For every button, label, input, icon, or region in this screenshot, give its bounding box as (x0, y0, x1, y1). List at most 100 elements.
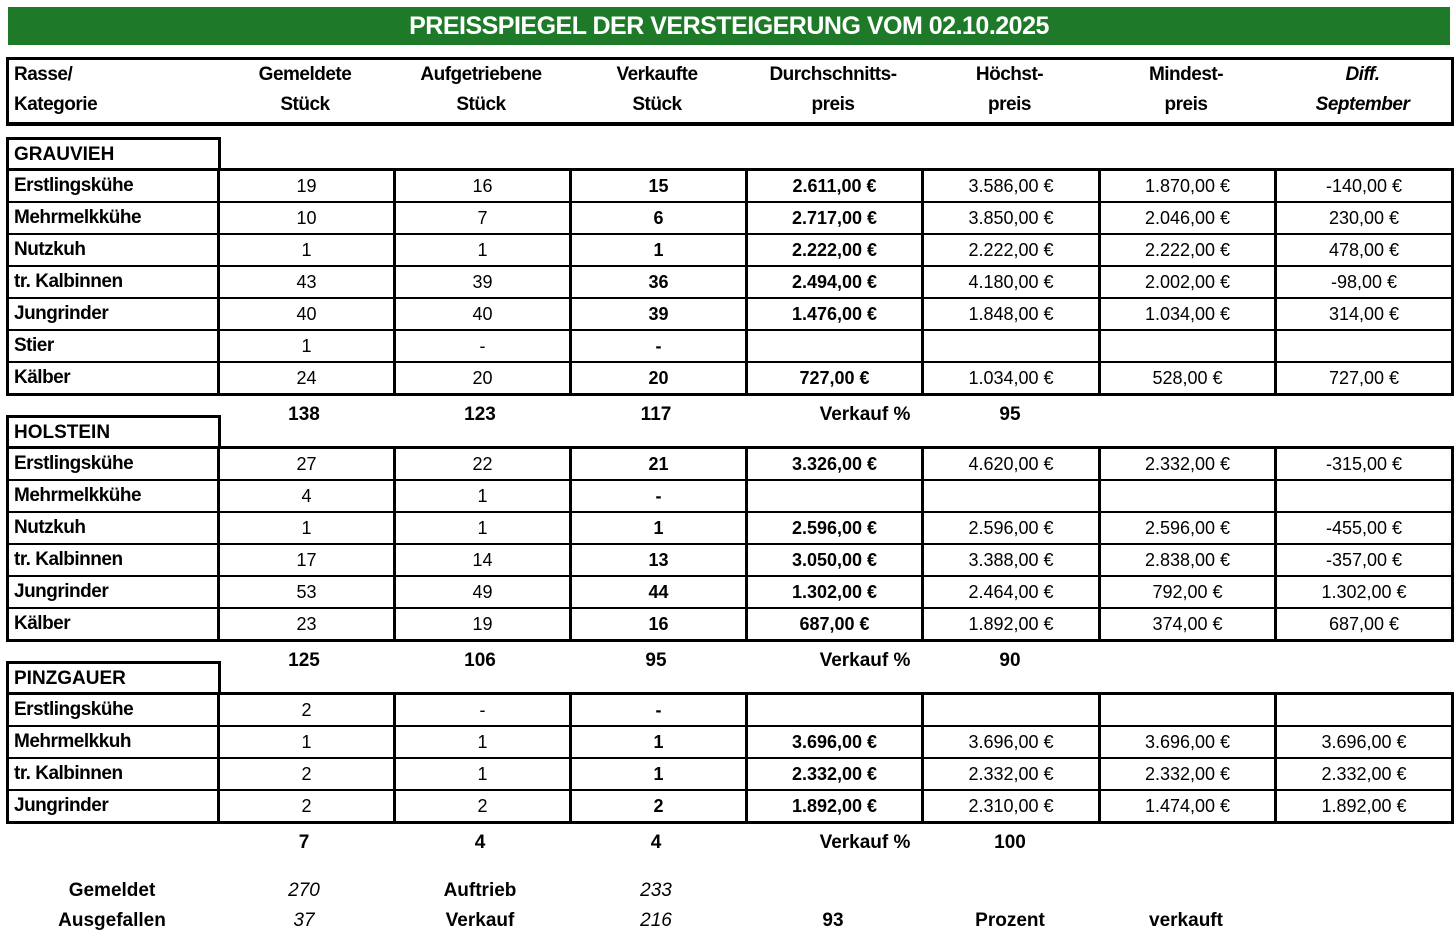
column-header: Verkaufte Stück (569, 60, 745, 122)
summary-prozent-label: Prozent (975, 910, 1045, 931)
table-cell: 792,00 € (1098, 577, 1274, 607)
table-cell: 1 (393, 727, 569, 757)
section-label: HOLSTEIN (6, 415, 221, 446)
row-label: Nutzkuh (14, 239, 86, 260)
row-label: Erstlingskühe (14, 175, 134, 196)
table-cell (1274, 331, 1451, 361)
table-cell: 1.034,00 € (921, 363, 1098, 393)
table-cell: 13 (569, 545, 745, 575)
table-cell: 3.850,00 € (921, 203, 1098, 233)
table-cell: 1 (393, 513, 569, 543)
header-line-1: Rasse/ (14, 64, 73, 85)
table-cell: 2.838,00 € (1098, 545, 1274, 575)
table-cell: 2 (217, 695, 393, 725)
table-cell: 727,00 € (745, 363, 921, 393)
table-cell: 2.332,00 € (745, 759, 921, 789)
table-cell: 6 (569, 203, 745, 233)
table-row: Nutzkuh 1 1 1 2.596,00 €2.596,00 €2.596,00 €… (9, 513, 1451, 545)
table-cell: 314,00 € (1274, 299, 1451, 329)
total-verkauft: 4 (650, 832, 662, 853)
header-line-1: Gemeldete (258, 64, 352, 85)
table-cell: 1.474,00 € (1098, 791, 1274, 821)
page-title: PREISSPIEGEL DER VERSTEIGERUNG VOM 02.10… (8, 7, 1450, 45)
total-percent: 100 (994, 832, 1026, 853)
section-label: GRAUVIEH (6, 137, 221, 168)
table-cell: 2.332,00 € (921, 759, 1098, 789)
table-cell: 2.332,00 € (1274, 759, 1451, 789)
table-cell: 2 (217, 791, 393, 821)
table-row: tr. Kalbinnen 2 1 1 2.332,00 €2.332,00 €2.33… (9, 759, 1451, 791)
table-cell: 39 (569, 299, 745, 329)
table-row: Erstlingskühe 19 16 15 2.611,00 €3.586,00 €1… (9, 171, 1451, 203)
table-cell: 27 (217, 449, 393, 479)
table-cell: 16 (393, 171, 569, 201)
table-row: Mehrmelkkühe 10 7 6 2.717,00 €3.850,00 €2.04… (9, 203, 1451, 235)
table-cell: 36 (569, 267, 745, 297)
total-gemeldet: 125 (288, 650, 320, 671)
table-cell: 1 (393, 481, 569, 511)
table-cell: 1.892,00 € (1274, 791, 1451, 821)
table-cell: 20 (393, 363, 569, 393)
table-cell: 2 (569, 791, 745, 821)
total-label: Verkauf % (819, 404, 911, 425)
row-label: Jungrinder (14, 303, 109, 324)
total-verkauft: 117 (640, 404, 672, 425)
table-cell: - (569, 695, 745, 725)
column-header: Diff. September (1274, 60, 1451, 122)
row-label: Erstlingskühe (14, 699, 134, 720)
column-header: Durchschnitts-preis (745, 60, 921, 122)
row-label: tr. Kalbinnen (14, 271, 123, 292)
header-line-2: Stück (632, 94, 682, 115)
table-cell: 3.050,00 € (745, 545, 921, 575)
table-cell: 3.696,00 € (745, 727, 921, 757)
table-cell: 2.332,00 € (1098, 759, 1274, 789)
total-gemeldet: 7 (298, 832, 310, 853)
table-cell: 3.696,00 € (1274, 727, 1451, 757)
total-aufgetrieben: 4 (474, 832, 486, 853)
table-cell: -98,00 € (1274, 267, 1451, 297)
header-line-2: September (1315, 94, 1410, 115)
table-cell: 1 (569, 759, 745, 789)
table-cell: 1.848,00 € (921, 299, 1098, 329)
summary-percent: 93 (822, 910, 844, 931)
total-aufgetrieben: 106 (464, 650, 496, 671)
total-gemeldet: 138 (288, 404, 320, 425)
table-cell: 3.696,00 € (1098, 727, 1274, 757)
section-rows: Erstlingskühe 19 16 15 2.611,00 €3.586,00 €1… (6, 168, 1454, 396)
table-cell: 1 (217, 331, 393, 361)
table-cell: 2.222,00 € (921, 235, 1098, 265)
table-cell: 2.494,00 € (745, 267, 921, 297)
column-header: Mindest-preis (1098, 60, 1274, 122)
table-cell: 2 (217, 759, 393, 789)
total-aufgetrieben: 123 (464, 404, 496, 425)
table-cell: 1.476,00 € (745, 299, 921, 329)
row-label: Mehrmelkkühe (14, 207, 142, 228)
row-label: Nutzkuh (14, 517, 86, 538)
table-cell: 15 (569, 171, 745, 201)
table-cell: 687,00 € (1274, 609, 1451, 639)
table-row: tr. Kalbinnen 43 39 36 2.494,00 €4.180,00 €2… (9, 267, 1451, 299)
table-header: Rasse/Kategorie Gemeldete Stück Aufgetriebe… (6, 57, 1454, 126)
summary-auftrieb-label: Auftrieb (443, 880, 517, 901)
row-label: Kälber (14, 367, 71, 388)
table-cell: 1 (393, 235, 569, 265)
table-cell: 49 (393, 577, 569, 607)
table-cell: 4.620,00 € (921, 449, 1098, 479)
table-cell: 3.586,00 € (921, 171, 1098, 201)
header-line-1: Durchschnitts- (769, 64, 897, 85)
row-label: Jungrinder (14, 581, 109, 602)
table-cell: 1.034,00 € (1098, 299, 1274, 329)
table-cell: 21 (569, 449, 745, 479)
table-cell: 3.326,00 € (745, 449, 921, 479)
table-cell: 1 (569, 727, 745, 757)
table-cell: 727,00 € (1274, 363, 1451, 393)
section-label: PINZGAUER (6, 661, 221, 692)
column-header: Rasse/Kategorie (9, 60, 217, 122)
table-cell: 2.464,00 € (921, 577, 1098, 607)
column-header: Aufgetriebene Stück (393, 60, 569, 122)
row-label: Stier (14, 335, 54, 356)
table-row: Nutzkuh 1 1 1 2.222,00 €2.222,00 €2.222,00 €… (9, 235, 1451, 267)
table-cell (745, 331, 921, 361)
table-row: Jungrinder 2 2 2 1.892,00 €2.310,00 €1.474,0… (9, 791, 1451, 821)
table-cell: 1 (569, 235, 745, 265)
